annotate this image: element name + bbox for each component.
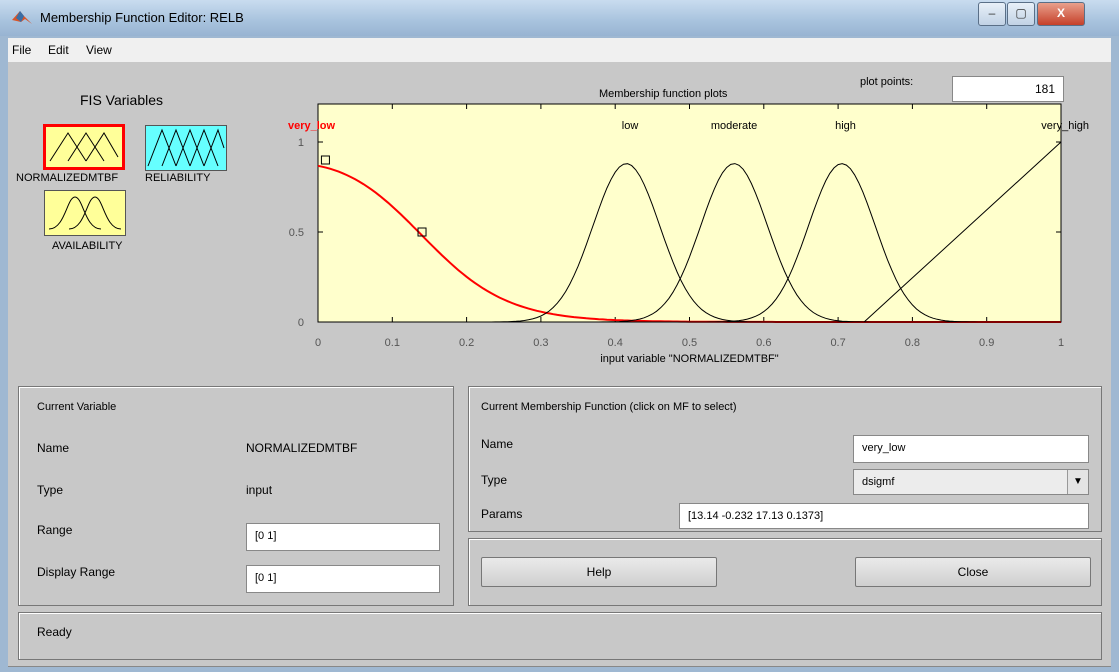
mf-name-input[interactable]: very_low (853, 435, 1089, 463)
help-button[interactable]: Help (481, 557, 717, 587)
x-tick-label: 0.9 (979, 337, 994, 349)
y-tick-label: 1 (298, 137, 304, 149)
client-area: FIS Variables NORMALIZEDMTBF RELIABILITY… (8, 62, 1111, 667)
variable-normalizedmtbf-label[interactable]: NORMALIZEDMTBF (16, 172, 119, 184)
x-tick-label: 0.5 (682, 337, 697, 349)
mf-label-low[interactable]: low (622, 120, 639, 132)
close-button[interactable]: Close (855, 557, 1091, 587)
mf-type-select[interactable]: dsigmf ▼ (853, 469, 1089, 495)
menu-edit[interactable]: Edit (48, 43, 69, 57)
x-tick-label: 0.3 (533, 337, 548, 349)
range-input[interactable]: [0 1] (246, 523, 440, 551)
title-bar: Membership Function Editor: RELB – ▢ X (0, 0, 1119, 36)
dropdown-arrow-icon[interactable]: ▼ (1067, 470, 1088, 494)
mf-label-high[interactable]: high (835, 120, 856, 132)
x-tick-label: 0.2 (459, 337, 474, 349)
fis-variables-title: FIS Variables (80, 92, 163, 108)
range-label: Range (37, 523, 73, 537)
current-variable-header: Current Variable (37, 401, 117, 413)
current-mf-header: Current Membership Function (click on MF… (481, 401, 737, 413)
x-tick-label: 0.6 (756, 337, 771, 349)
maximize-button[interactable]: ▢ (1007, 2, 1035, 26)
y-tick-label: 0 (298, 317, 304, 329)
plot-points-input[interactable] (952, 76, 1064, 102)
status-panel: Ready (18, 612, 1102, 660)
mf-type-value: dsigmf (862, 476, 895, 488)
x-tick-label: 0.8 (905, 337, 920, 349)
variable-availability-icon[interactable] (44, 190, 126, 236)
variable-type-value: input (246, 483, 273, 497)
minimize-button[interactable]: – (978, 2, 1006, 26)
current-mf-panel: Current Membership Function (click on MF… (468, 386, 1102, 532)
mf-params-label: Params (481, 507, 523, 521)
status-text: Ready (37, 625, 72, 639)
x-tick-label: 0.7 (830, 337, 845, 349)
mf-type-label: Type (481, 473, 508, 487)
variable-name-label: Name (37, 441, 70, 455)
display-range-input[interactable]: [0 1] (246, 565, 440, 593)
plot-section: FIS Variables NORMALIZEDMTBF RELIABILITY… (8, 62, 1111, 378)
matlab-logo-icon (12, 11, 32, 24)
mf-handle[interactable] (417, 227, 427, 237)
variable-reliability-icon[interactable] (145, 125, 227, 171)
membership-function-plot[interactable]: 0 0.1 0.2 0.3 0.4 0.5 0.6 0.7 0.8 0.9 1 0 0.5 1 input … (258, 102, 1118, 374)
plot-points-label: plot points: (860, 76, 914, 88)
mf-label-moderate[interactable]: moderate (711, 120, 757, 132)
x-tick-label: 0.1 (385, 337, 400, 349)
plot-title: Membership function plots (599, 88, 728, 100)
menu-file[interactable]: File (12, 43, 32, 57)
display-range-label: Display Range (37, 565, 116, 579)
x-tick-label: 0 (315, 337, 321, 349)
mf-curve-very_high[interactable] (318, 141, 1062, 323)
current-variable-panel: Current Variable Name NORMALIZEDMTBF Typ… (18, 386, 454, 606)
variable-name-value: NORMALIZEDMTBF (246, 441, 358, 455)
variable-availability-label[interactable]: AVAILABILITY (52, 240, 123, 252)
variable-type-label: Type (37, 483, 64, 497)
x-tick-label: 1 (1058, 337, 1064, 349)
menu-view[interactable]: View (86, 43, 112, 57)
mf-label-very_low[interactable]: very_low (288, 120, 336, 132)
window-title: Membership Function Editor: RELB (40, 10, 244, 25)
close-window-button[interactable]: X (1037, 2, 1085, 26)
x-axis-label: input variable "NORMALIZEDMTBF" (600, 353, 778, 365)
mf-name-label: Name (481, 437, 514, 451)
y-tick-label: 0.5 (289, 227, 304, 239)
variable-normalizedmtbf-icon[interactable] (43, 124, 125, 170)
variable-reliability-label[interactable]: RELIABILITY (145, 172, 211, 184)
mf-label-very_high[interactable]: very_high (1041, 120, 1089, 132)
plot-area[interactable] (317, 103, 1062, 323)
menu-bar: File Edit View (8, 38, 1111, 62)
button-panel: Help Close (468, 538, 1102, 606)
mf-handle[interactable] (320, 155, 330, 165)
mf-params-input[interactable]: [13.14 -0.232 17.13 0.1373] (679, 503, 1089, 529)
x-tick-label: 0.4 (608, 337, 623, 349)
